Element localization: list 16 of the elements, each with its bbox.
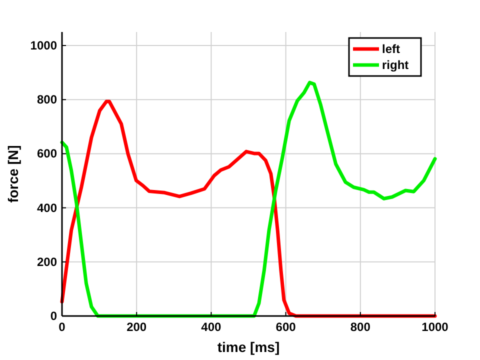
y-tick-label: 1000	[30, 38, 58, 53]
y-tick-label: 200	[36, 254, 58, 269]
y-tick-label: 400	[36, 200, 58, 215]
x-axis-title: time [ms]	[217, 339, 280, 355]
x-tick-label: 400	[201, 320, 222, 334]
y-tick-label: 800	[36, 92, 58, 107]
x-tick-label: 1000	[422, 320, 449, 334]
x-tick-label: 0	[58, 320, 66, 334]
y-tick-label: 0	[50, 309, 58, 323]
y-tick-label: 600	[36, 146, 58, 161]
legend-label: left	[382, 42, 400, 56]
legend-label: right	[382, 58, 409, 72]
x-tick-label: 600	[276, 320, 296, 334]
x-tick-label: 800	[350, 320, 371, 334]
y-axis-title: force [N]	[5, 145, 21, 203]
x-tick-label: 200	[126, 320, 147, 334]
